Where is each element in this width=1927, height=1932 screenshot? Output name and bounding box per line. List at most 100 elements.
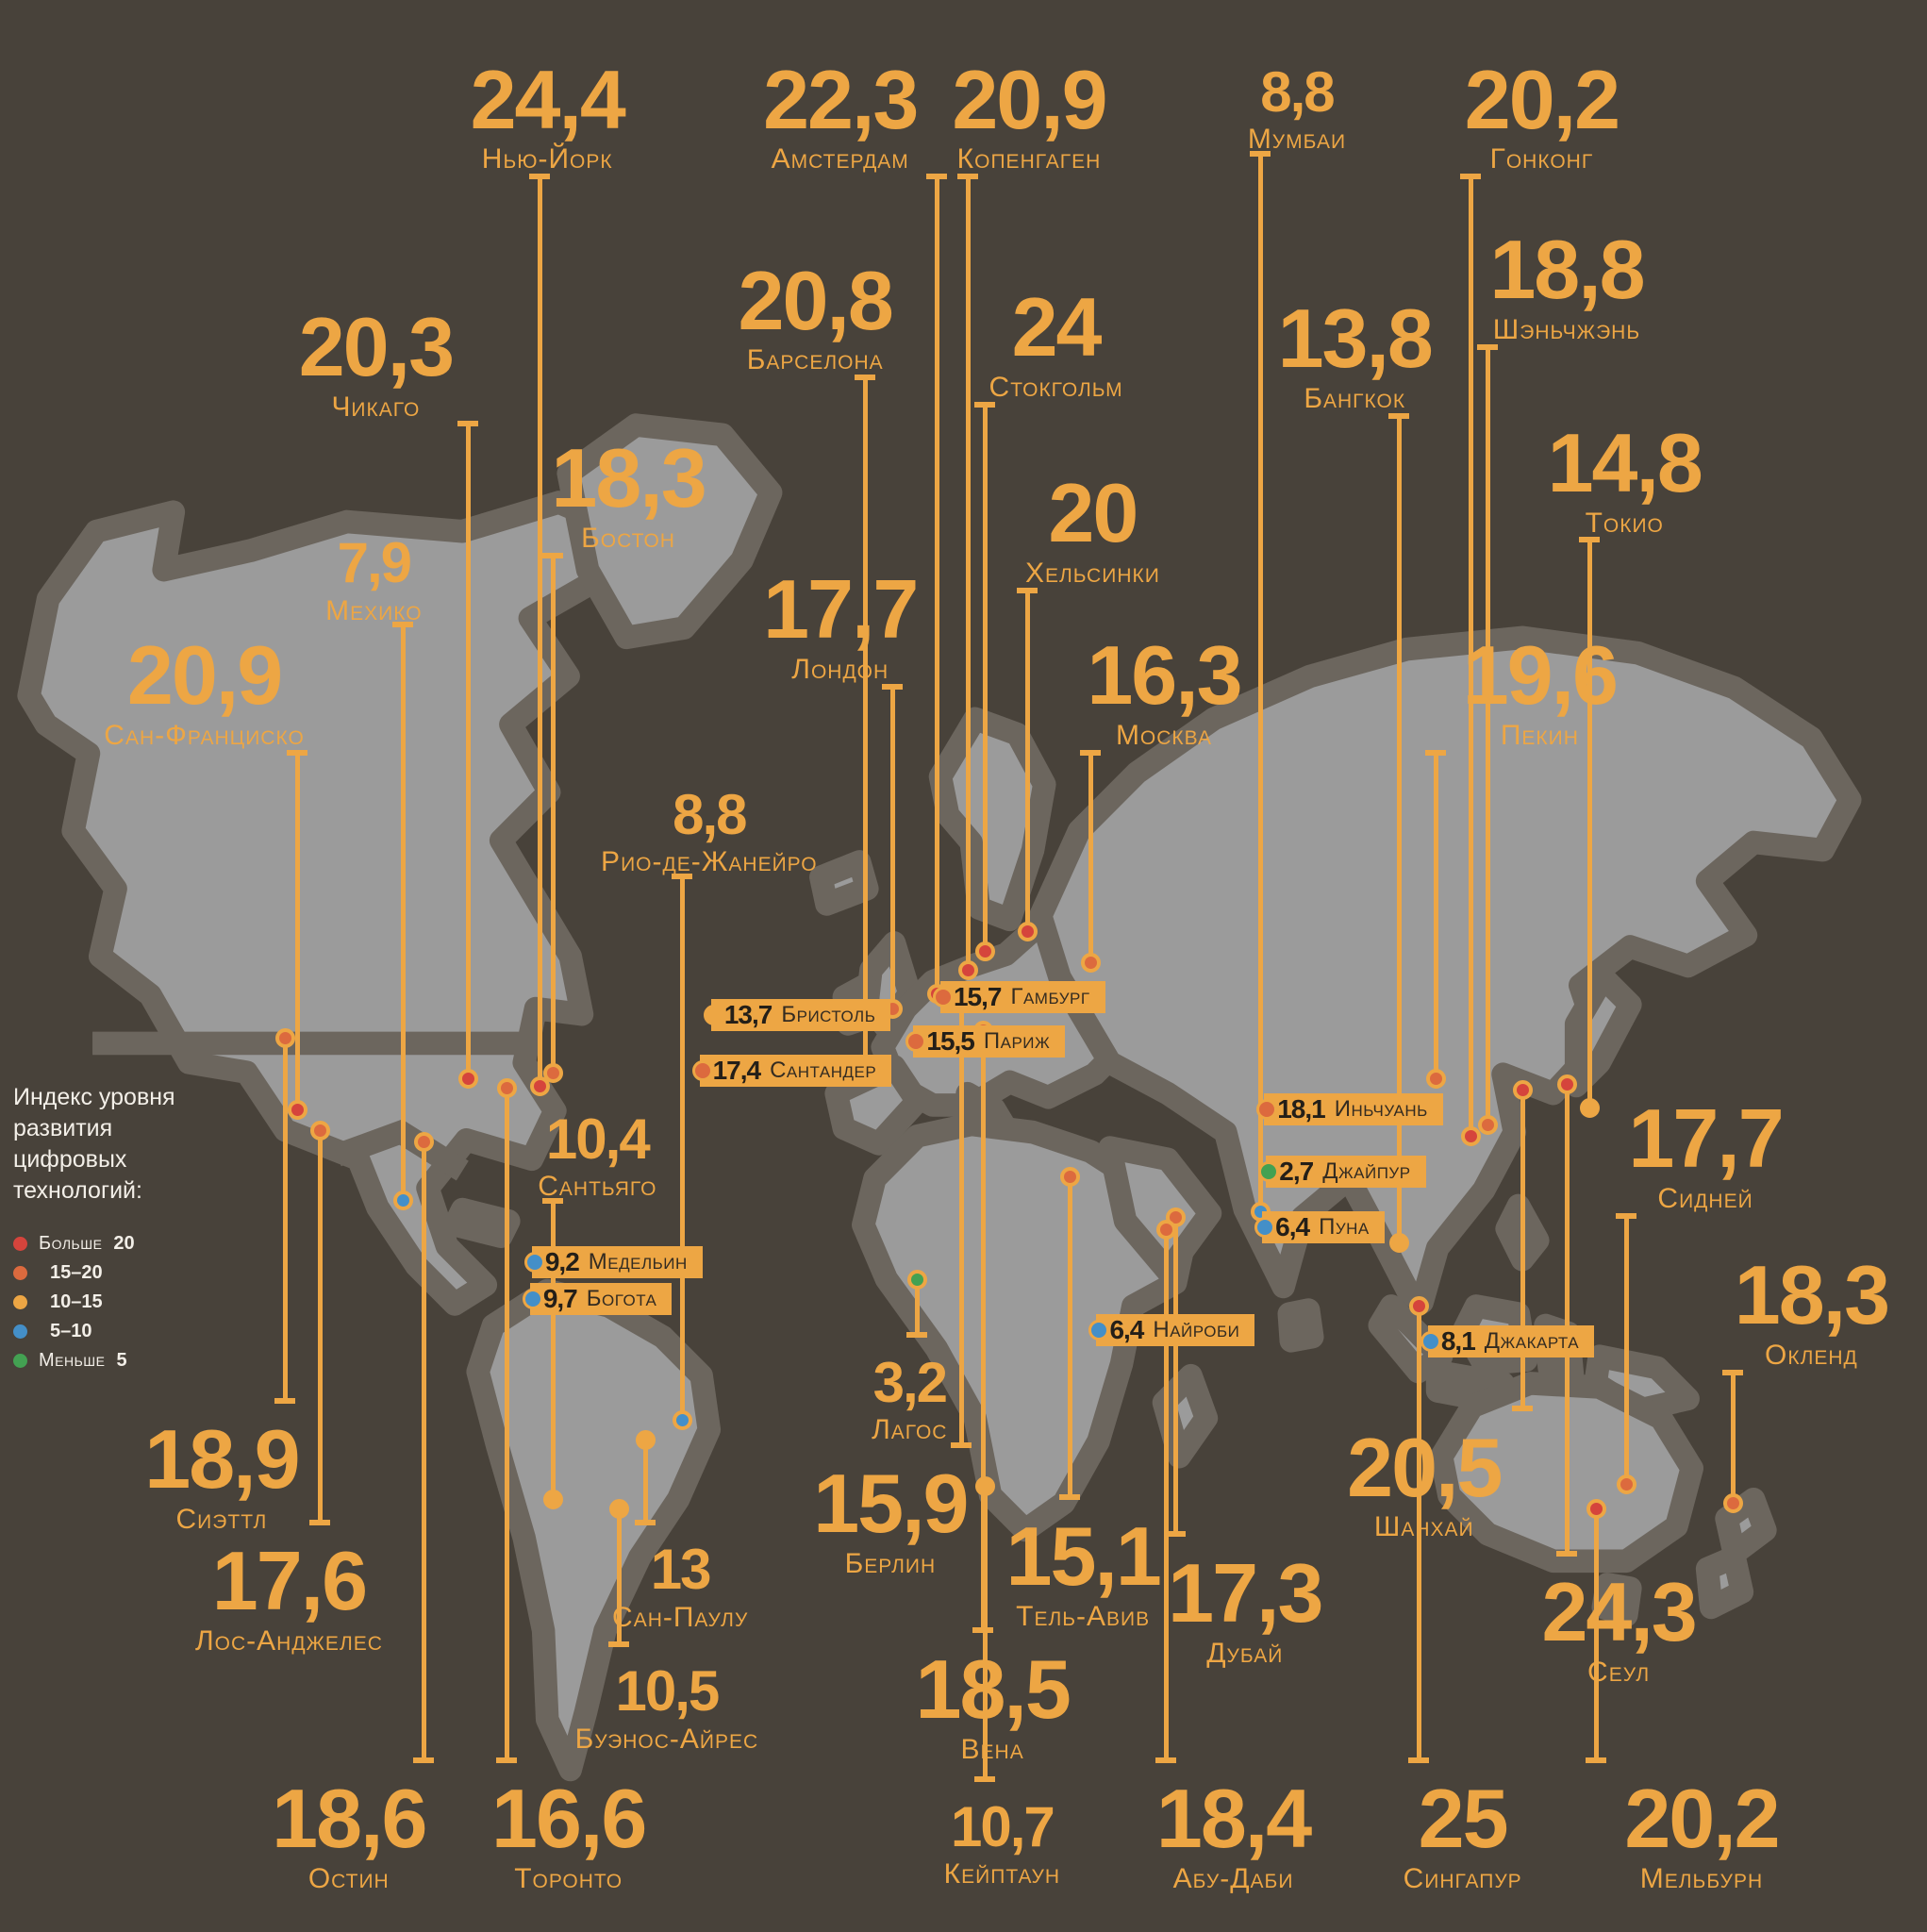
city-dot xyxy=(1017,922,1038,942)
leader-line-endcap xyxy=(951,1441,972,1448)
city-dot xyxy=(530,1075,551,1096)
city-name: Остин xyxy=(307,1863,390,1895)
city-name: Лос-Анджелес xyxy=(194,1625,383,1657)
leader-line xyxy=(1067,1176,1072,1498)
city-name: Кейптаун xyxy=(943,1857,1061,1890)
city-badge: 2,7 Джайпур xyxy=(1258,1155,1426,1188)
city-name: Джакарта xyxy=(1484,1327,1580,1354)
city-index-value: 17,7 xyxy=(763,562,919,657)
city-callout: 20 Хельсинки xyxy=(1025,471,1160,590)
leader-line-endcap xyxy=(672,873,693,879)
city-callout: 16,6 Торонто xyxy=(491,1777,647,1895)
leader-line xyxy=(889,683,895,1009)
city-callout: 20,2 Мельбурн xyxy=(1624,1777,1780,1895)
leader-line xyxy=(422,1141,427,1760)
island-madagascar xyxy=(1152,1363,1219,1469)
city-callout: 7,9 Мехико xyxy=(325,535,422,626)
leader-line-endcap xyxy=(542,552,564,558)
border-us-mexico xyxy=(333,1119,469,1181)
city-name: Сиэттл xyxy=(175,1504,268,1536)
city-index-value: 15,9 xyxy=(813,1457,969,1551)
city-index-value: 22,3 xyxy=(763,52,919,146)
city-callout: 8,8 Мумбаи xyxy=(1248,63,1346,156)
leader-line xyxy=(1587,537,1593,1108)
legend-item-range: 15–20 xyxy=(50,1261,103,1283)
leader-line xyxy=(1434,749,1439,1078)
leader-line xyxy=(1416,1306,1421,1760)
city-callout: 20,9 Копенгаген xyxy=(952,58,1107,176)
city-name: Берлин xyxy=(844,1548,937,1580)
city-name: Сеул xyxy=(1587,1657,1651,1689)
city-dot xyxy=(691,1060,713,1082)
city-callout: 10,7 Кейптаун xyxy=(943,1798,1061,1890)
leader-line xyxy=(1258,150,1264,1212)
leader-line-endcap xyxy=(1058,1494,1080,1501)
city-callout: 18,9 Сиэттл xyxy=(144,1418,300,1536)
city-index-value: 13 xyxy=(650,1538,712,1602)
leader-line-endcap xyxy=(286,749,307,756)
city-dot xyxy=(1059,1167,1080,1188)
city-dot xyxy=(974,941,995,961)
city-callout: 8,8 Рио-де-Жанейро xyxy=(601,786,818,878)
city-name: Тель-Авив xyxy=(1016,1600,1151,1632)
leader-line xyxy=(1564,1083,1570,1554)
city-index-value: 8,1 xyxy=(1440,1325,1476,1356)
leader-line-endcap xyxy=(906,1332,928,1339)
city-callout: 15,9 Берлин xyxy=(813,1457,969,1580)
city-badge: 9,2 Медельин xyxy=(523,1245,703,1278)
leader-line xyxy=(294,749,300,1109)
leader-line-endcap xyxy=(529,174,551,180)
city-badge: 13,7 Бристоль xyxy=(703,998,891,1031)
city-name: Окленд xyxy=(1765,1340,1858,1372)
city-index-value: 18,3 xyxy=(1734,1248,1890,1342)
city-callout: 17,6 Лос-Анджелес xyxy=(194,1540,383,1657)
legend-dot-blue xyxy=(13,1324,27,1339)
legend-title: Индекс уровня развития цифровых технолог… xyxy=(13,1083,175,1204)
city-index-value: 13,8 xyxy=(1277,291,1434,386)
leader-line-endcap xyxy=(1616,1213,1637,1220)
leader-line xyxy=(915,1278,921,1336)
city-index-value: 15,7 xyxy=(953,982,1002,1012)
city-badge: 18,1 Иньчуань xyxy=(1256,1093,1443,1126)
city-dot xyxy=(957,960,978,981)
leader-line xyxy=(538,174,543,1086)
city-callout: 22,3 Амстердам xyxy=(763,52,919,176)
leader-line-endcap xyxy=(973,401,995,408)
city-index-value: 10,4 xyxy=(545,1107,651,1171)
city-index-value: 18,8 xyxy=(1489,222,1645,316)
city-name: Сан-Паулу xyxy=(612,1601,749,1633)
leader-line-endcap xyxy=(1155,1757,1176,1763)
city-dot xyxy=(458,1068,479,1089)
city-name: Джайпур xyxy=(1322,1158,1411,1184)
leader-line xyxy=(1486,343,1491,1124)
city-index-value: 20,5 xyxy=(1347,1420,1503,1514)
city-name: Абу-Даби xyxy=(1172,1863,1294,1895)
city-callout: 17,7 Сидней xyxy=(1628,1097,1784,1215)
city-index-value: 24,4 xyxy=(470,52,626,146)
city-name: Дубай xyxy=(1206,1637,1284,1669)
city-index-value: 17,4 xyxy=(712,1056,761,1086)
city-index-value: 15,1 xyxy=(1005,1508,1162,1603)
legend-dot-amber xyxy=(13,1294,27,1309)
city-dot xyxy=(543,1062,564,1083)
city-index-value: 6,4 xyxy=(1109,1314,1144,1344)
city-name: Барселона xyxy=(746,344,884,376)
leader-line xyxy=(616,1508,622,1644)
city-name: Мельбурн xyxy=(1639,1863,1764,1895)
city-name: Бристоль xyxy=(781,1001,876,1027)
city-dot xyxy=(523,1251,545,1273)
leader-line xyxy=(318,1130,324,1523)
city-dot xyxy=(1254,1217,1276,1239)
city-index-value: 18,5 xyxy=(915,1642,1071,1737)
city-name: Гамбург xyxy=(1010,984,1090,1010)
city-dot xyxy=(608,1499,629,1520)
city-dot xyxy=(1586,1499,1606,1520)
leader-line xyxy=(959,1000,965,1445)
leader-line xyxy=(1468,174,1473,1137)
city-dot xyxy=(497,1078,518,1099)
city-callout: 3,2 Лагос xyxy=(872,1354,948,1446)
leader-line xyxy=(283,1037,289,1401)
city-index-value: 19,6 xyxy=(1462,627,1619,722)
leader-line-endcap xyxy=(274,1397,296,1404)
